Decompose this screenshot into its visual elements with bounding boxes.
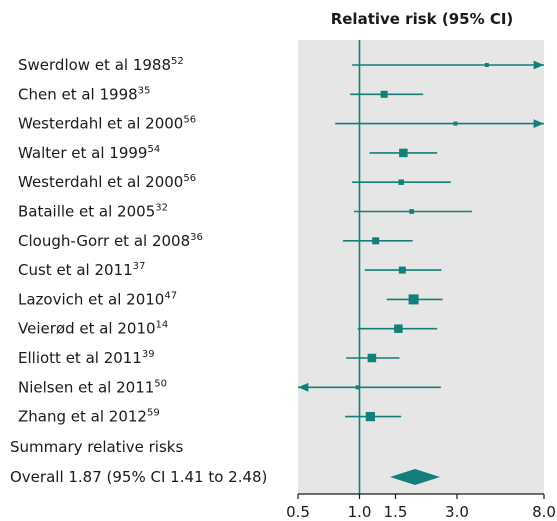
point-estimate bbox=[355, 385, 360, 390]
chart-title: Relative risk (95% CI) bbox=[331, 10, 514, 28]
study-label: Cust et al 201137 bbox=[18, 261, 145, 279]
ci-arrow-left bbox=[298, 382, 309, 392]
study-label: Lazovich et al 201047 bbox=[18, 290, 177, 308]
x-tick-label: 3.0 bbox=[445, 503, 469, 521]
point-estimate bbox=[380, 90, 388, 98]
study-label: Westerdahl et al 200056 bbox=[18, 115, 196, 133]
study-label: Walter et al 199954 bbox=[18, 144, 160, 162]
study-label: Veierød et al 201014 bbox=[18, 320, 168, 338]
point-estimate bbox=[484, 63, 489, 67]
summary-heading: Summary relative risks bbox=[10, 438, 183, 456]
point-estimate bbox=[408, 294, 419, 305]
point-estimate bbox=[372, 237, 380, 245]
ci-arrow-right bbox=[533, 60, 544, 70]
point-estimate bbox=[367, 353, 377, 363]
x-tick-label: 8.0 bbox=[532, 503, 556, 521]
point-estimate bbox=[365, 411, 375, 422]
x-tick-label: 0.5 bbox=[286, 503, 310, 521]
study-label: Swerdlow et al 198852 bbox=[18, 56, 184, 74]
study-label: Clough-Gorr et al 200836 bbox=[18, 232, 203, 250]
ci-arrow-right bbox=[533, 119, 544, 128]
x-tick-label: 1.5 bbox=[384, 503, 408, 521]
study-label: Zhang et al 201259 bbox=[18, 408, 160, 426]
study-label: Chen et al 199835 bbox=[18, 85, 150, 103]
overall-diamond bbox=[389, 469, 441, 485]
point-estimate bbox=[398, 266, 406, 274]
study-label: Nielsen et al 201150 bbox=[18, 378, 167, 396]
x-tick-label: 1.0 bbox=[348, 503, 372, 521]
plot-panel bbox=[298, 40, 544, 494]
point-estimate bbox=[398, 179, 404, 185]
point-estimate bbox=[453, 121, 458, 126]
point-estimate bbox=[409, 209, 415, 214]
point-estimate bbox=[399, 148, 408, 158]
overall-label: Overall 1.87 (95% CI 1.41 to 2.48) bbox=[10, 468, 267, 486]
study-label: Bataille et al 200532 bbox=[18, 203, 168, 221]
study-label: Westerdahl et al 200056 bbox=[18, 173, 196, 191]
point-estimate bbox=[394, 324, 403, 333]
study-label: Elliott et al 201139 bbox=[18, 349, 155, 367]
